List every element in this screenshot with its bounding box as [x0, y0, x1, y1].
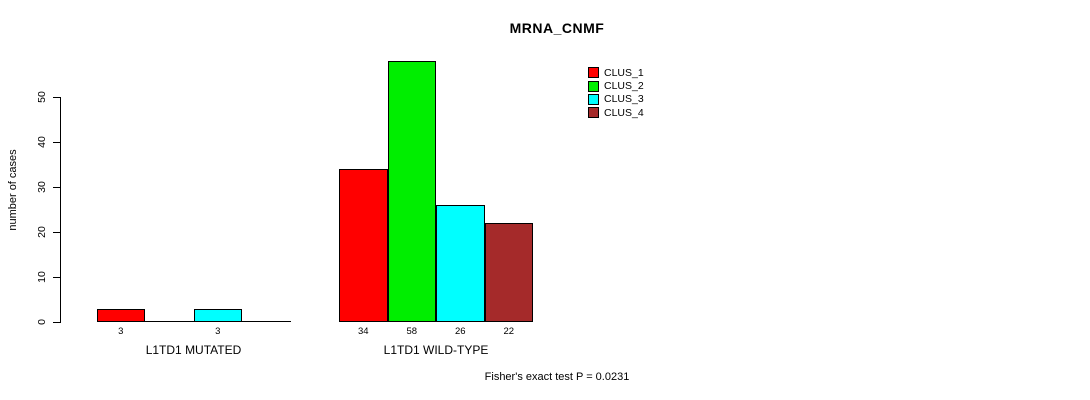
- legend-row: CLUS_3: [588, 93, 644, 106]
- chart-title: MRNA_CNMF: [509, 20, 605, 36]
- y-tick: [53, 321, 60, 323]
- bar-value-label: 26: [454, 326, 466, 337]
- y-tick-label: 30: [36, 181, 48, 193]
- group-label: L1TD1 WILD-TYPE: [383, 343, 489, 357]
- bar-clus_3-l1td1-wild-type: [436, 205, 485, 322]
- legend-row: CLUS_4: [588, 106, 644, 119]
- legend-label: CLUS_1: [604, 66, 644, 79]
- legend-label: CLUS_4: [604, 106, 644, 119]
- bar-value-label: 3: [118, 326, 124, 337]
- y-axis-label: number of cases: [7, 149, 19, 231]
- legend-swatch-clus_4: [588, 107, 599, 119]
- y-tick: [53, 276, 60, 278]
- legend-row: CLUS_2: [588, 79, 644, 92]
- y-tick-label: 0: [36, 319, 48, 325]
- y-tick-label: 50: [36, 91, 48, 103]
- bar-clus_1-l1td1-wild-type: [339, 169, 388, 322]
- legend-swatch-clus_3: [588, 93, 599, 105]
- y-tick: [53, 141, 60, 143]
- bar-clus_4-l1td1-wild-type: [484, 223, 533, 322]
- legend-swatch-clus_2: [588, 80, 599, 92]
- group-label: L1TD1 MUTATED: [145, 343, 242, 357]
- bar-value-label: 22: [503, 326, 515, 337]
- y-tick-label: 40: [36, 136, 48, 148]
- legend-swatch-clus_1: [588, 67, 599, 79]
- y-tick: [53, 231, 60, 233]
- y-tick-label: 10: [36, 271, 48, 283]
- bar-value-label: 58: [406, 326, 418, 337]
- bar-value-label: 3: [215, 326, 221, 337]
- y-tick: [53, 186, 60, 188]
- y-tick: [53, 96, 60, 98]
- legend-label: CLUS_3: [604, 93, 644, 106]
- y-tick-label: 20: [36, 226, 48, 238]
- bar-clus_3-l1td1-mutated: [193, 308, 242, 322]
- annotation-text: Fisher's exact test P = 0.0231: [484, 371, 630, 383]
- legend-row: CLUS_1: [588, 66, 644, 79]
- y-axis-line: [60, 97, 61, 323]
- legend: CLUS_1 CLUS_2 CLUS_3 CLUS_4: [588, 66, 644, 120]
- legend-label: CLUS_2: [604, 80, 644, 93]
- bar-clus_1-l1td1-mutated: [96, 308, 145, 322]
- bar-clus_2-l1td1-wild-type: [387, 61, 436, 322]
- bar-value-label: 34: [357, 326, 369, 337]
